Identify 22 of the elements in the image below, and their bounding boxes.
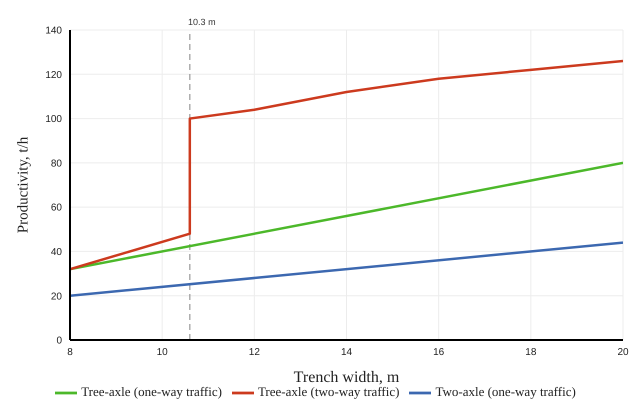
x-tick-label: 14 [340, 347, 352, 358]
y-tick-label: 80 [50, 158, 62, 170]
y-axis-title: Productivity, t/h [15, 136, 32, 234]
legend-label: Tree-axle (two-way traffic) [258, 384, 400, 399]
x-tick-label: 20 [617, 347, 629, 358]
y-tick-label: 20 [50, 291, 62, 302]
x-axis-title: Trench width, m [294, 369, 400, 386]
x-tick-label: 10 [156, 347, 168, 358]
y-tick-label: 0 [56, 336, 62, 347]
y-tick-label: 140 [45, 26, 62, 37]
y-tick-label: 40 [50, 246, 62, 258]
legend-label: Two-axle (one-way traffic) [435, 384, 576, 399]
x-tick-label: 16 [433, 347, 445, 358]
line-series [70, 60, 623, 270]
y-tick-label: 120 [45, 70, 62, 81]
legend-label: Tree-axle (one-way traffic) [81, 384, 222, 399]
ref-line-label: 10.3 m [188, 17, 216, 27]
y-tick-label: 60 [50, 202, 62, 214]
x-tick-label: 8 [67, 347, 74, 358]
y-tick-label: 100 [45, 114, 62, 126]
x-tick-label: 12 [248, 347, 260, 358]
x-tick-label: 18 [525, 347, 537, 358]
